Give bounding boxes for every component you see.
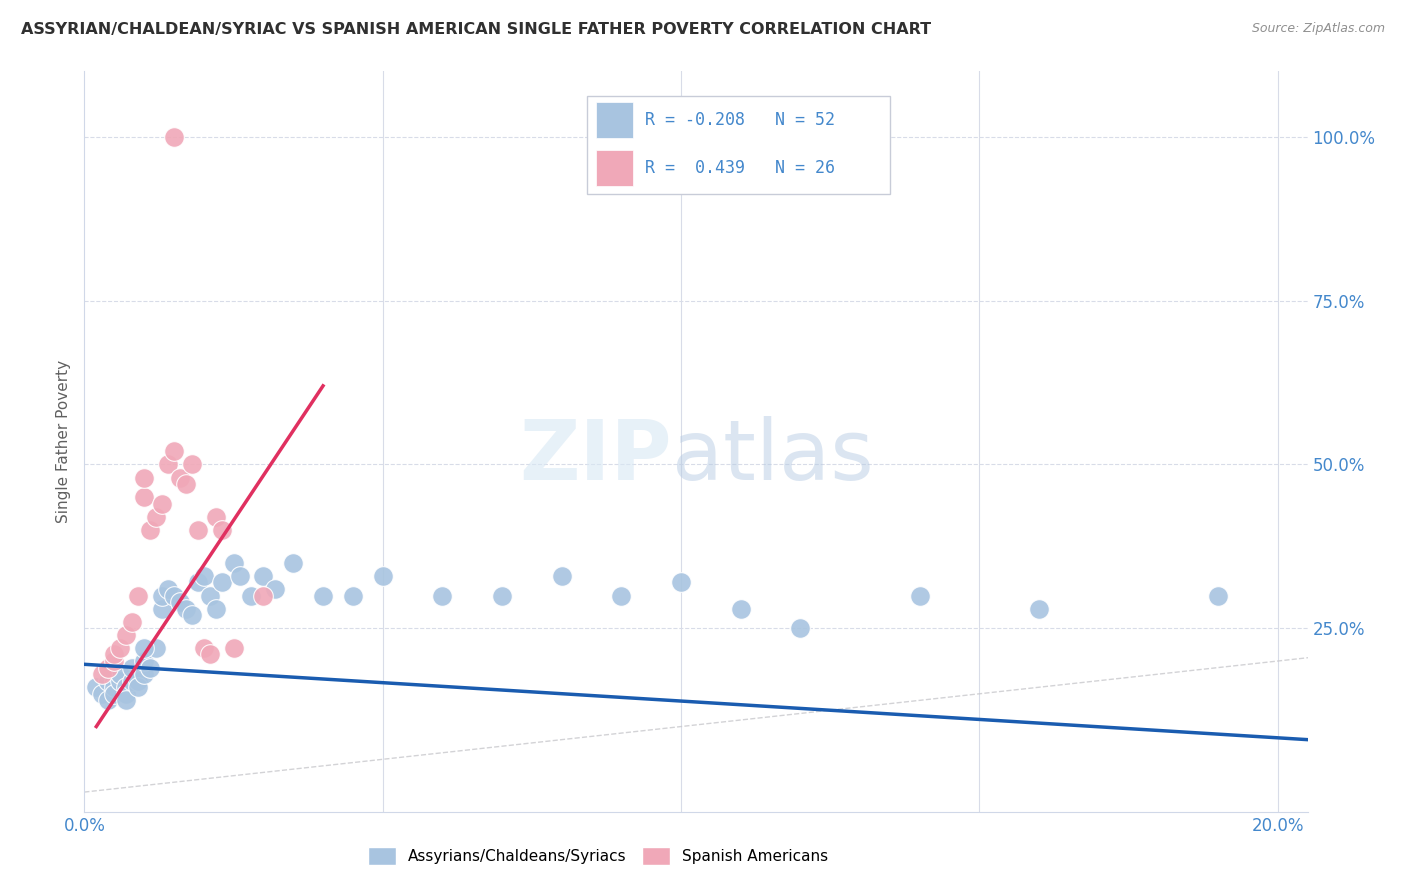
Text: ASSYRIAN/CHALDEAN/SYRIAC VS SPANISH AMERICAN SINGLE FATHER POVERTY CORRELATION C: ASSYRIAN/CHALDEAN/SYRIAC VS SPANISH AMER…: [21, 22, 931, 37]
Point: [240, 589, 263, 603]
Point: [132, 490, 155, 504]
Point: [222, 640, 245, 655]
Point: [132, 640, 155, 655]
Point: [193, 640, 215, 655]
Y-axis label: Single Father Poverty: Single Father Poverty: [56, 360, 72, 523]
Point: [97, 693, 120, 707]
Point: [163, 444, 186, 458]
Point: [163, 589, 186, 603]
Point: [127, 680, 149, 694]
Point: [115, 628, 138, 642]
Point: [103, 648, 125, 662]
Point: [121, 660, 143, 674]
Point: [127, 673, 149, 688]
Point: [204, 601, 226, 615]
Point: [1206, 589, 1229, 603]
Point: [103, 673, 125, 688]
Point: [174, 477, 197, 491]
Point: [139, 523, 162, 537]
Point: [150, 497, 173, 511]
Point: [169, 470, 191, 484]
Point: [121, 615, 143, 629]
Point: [180, 458, 202, 472]
Point: [169, 595, 191, 609]
Point: [211, 575, 233, 590]
Point: [145, 509, 167, 524]
Text: R =  0.439   N = 26: R = 0.439 N = 26: [645, 159, 835, 177]
Text: atlas: atlas: [672, 416, 873, 497]
FancyBboxPatch shape: [596, 102, 633, 137]
Point: [103, 654, 125, 668]
Point: [174, 601, 197, 615]
Point: [1028, 601, 1050, 615]
Point: [127, 589, 149, 603]
Point: [252, 589, 274, 603]
FancyBboxPatch shape: [586, 95, 890, 194]
Point: [371, 569, 394, 583]
Point: [156, 458, 179, 472]
Point: [132, 667, 155, 681]
Point: [150, 589, 173, 603]
Text: Source: ZipAtlas.com: Source: ZipAtlas.com: [1251, 22, 1385, 36]
Point: [108, 673, 131, 688]
Point: [108, 667, 131, 681]
Point: [139, 660, 162, 674]
Point: [103, 687, 125, 701]
Point: [211, 523, 233, 537]
Point: [156, 582, 179, 596]
Point: [145, 640, 167, 655]
Point: [91, 687, 114, 701]
Point: [121, 673, 143, 688]
Point: [180, 608, 202, 623]
Point: [115, 693, 138, 707]
Point: [228, 569, 250, 583]
Point: [97, 673, 120, 688]
Legend: Assyrians/Chaldeans/Syriacs, Spanish Americans: Assyrians/Chaldeans/Syriacs, Spanish Ame…: [363, 841, 834, 871]
Text: ZIP: ZIP: [519, 416, 672, 497]
Point: [283, 556, 305, 570]
Point: [730, 601, 752, 615]
Point: [198, 589, 221, 603]
Text: R = -0.208   N = 52: R = -0.208 N = 52: [645, 111, 835, 128]
Point: [132, 470, 155, 484]
Point: [252, 569, 274, 583]
Point: [222, 556, 245, 570]
Point: [551, 569, 574, 583]
Point: [163, 129, 186, 144]
Point: [193, 569, 215, 583]
Point: [204, 509, 226, 524]
Point: [115, 680, 138, 694]
Point: [312, 589, 335, 603]
Point: [432, 589, 454, 603]
Point: [108, 640, 131, 655]
Point: [84, 680, 107, 694]
Point: [103, 680, 125, 694]
Point: [187, 575, 209, 590]
Point: [264, 582, 287, 596]
Point: [610, 589, 633, 603]
Point: [91, 667, 114, 681]
Point: [789, 621, 811, 635]
Point: [342, 589, 364, 603]
Point: [198, 648, 221, 662]
Point: [115, 687, 138, 701]
Point: [150, 601, 173, 615]
Point: [132, 654, 155, 668]
Point: [97, 660, 120, 674]
Point: [491, 589, 513, 603]
Point: [908, 589, 931, 603]
Point: [669, 575, 692, 590]
FancyBboxPatch shape: [596, 150, 633, 186]
Point: [187, 523, 209, 537]
